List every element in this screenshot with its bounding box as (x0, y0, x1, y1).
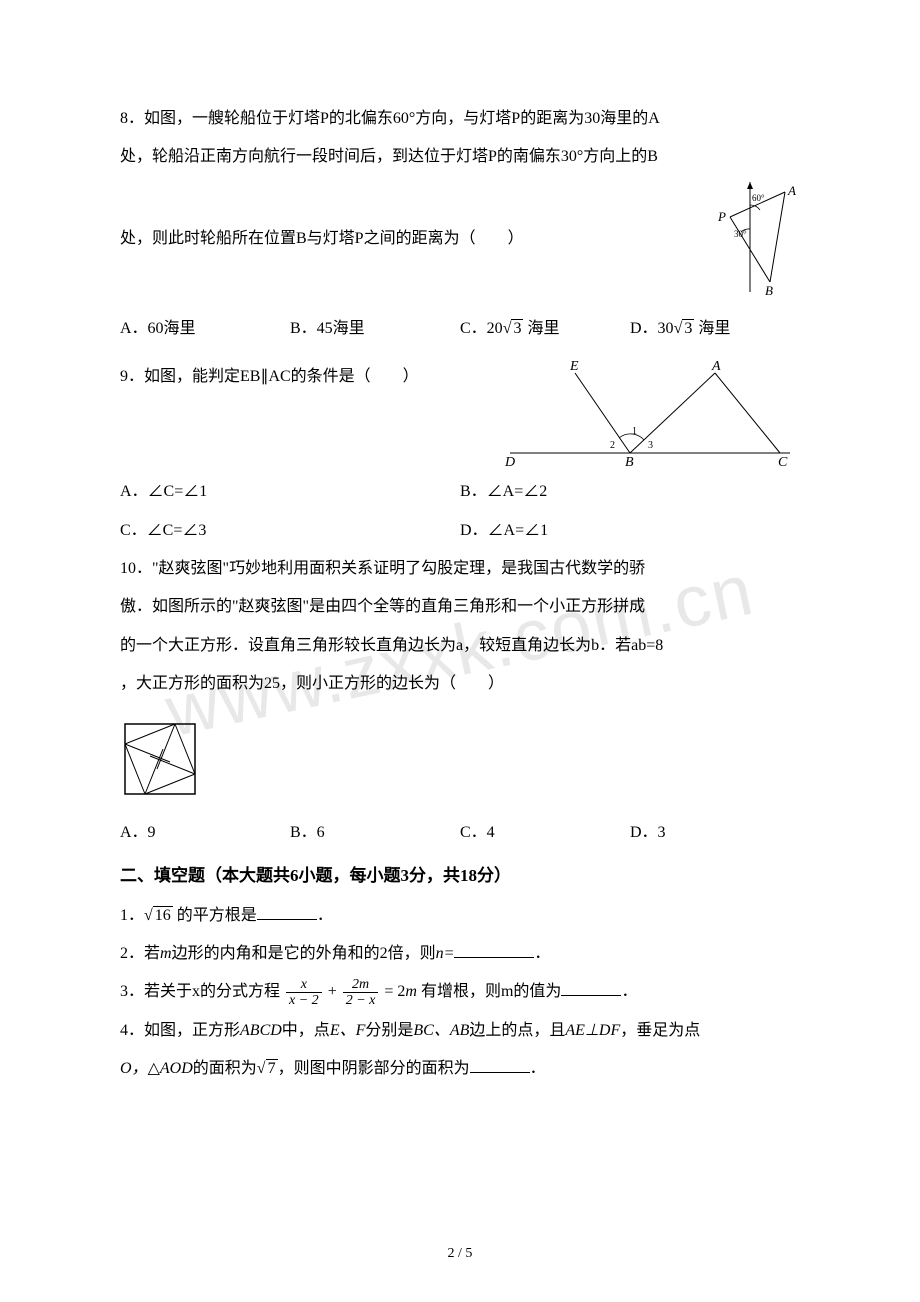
q9-E: E (569, 359, 579, 374)
fill-4-l1: 4．如图，正方形ABCD中，点E、F分别是BC、AB边上的点，且AE⊥DF，垂足… (120, 1012, 800, 1050)
q9-stem: 9．如图，能判定EB∥AC的条件是（ ） (120, 358, 490, 396)
q9-A: A (711, 359, 721, 374)
q8-label-A: A (787, 183, 796, 198)
q8-angle-30: 30° (734, 229, 747, 239)
fill-3: 3．若关于x的分式方程 xx − 2 + 2m2 − x = 2m 有增根，则m… (120, 973, 800, 1011)
q8-optA: A．60海里 (120, 310, 290, 348)
q10-stem-l2: 傲．如图所示的"赵爽弦图"是由四个全等的直角三角形和一个小正方形拼成 (120, 588, 800, 626)
q8-figure: P A B 60° 30° (710, 177, 800, 302)
q10-figure (120, 719, 800, 804)
fill-2: 2．若m边形的内角和是它的外角和的2倍，则n=． (120, 935, 800, 973)
q9-n2: 2 (610, 440, 615, 451)
q10-optB: B．6 (290, 814, 460, 852)
q9-figure: E A D B C 1 2 3 (500, 358, 800, 473)
q9-C: C (778, 455, 788, 468)
q10-optD: D．3 (630, 814, 800, 852)
q9-options-row2: C．∠C=∠3 D．∠A=∠1 (120, 512, 800, 550)
q9-D: D (504, 455, 515, 468)
q8-angle-60: 60° (752, 193, 765, 203)
q8-label-P: P (717, 209, 726, 224)
q8-optD: D．303 海里 (630, 310, 800, 348)
q10-options: A．9 B．6 C．4 D．3 (120, 814, 800, 852)
q8-stem-l2: 处，轮船沿正南方向航行一段时间后，到达位于灯塔P的南偏东30°方向上的B (120, 138, 800, 176)
q8-options: A．60海里 B．45海里 C．203 海里 D．303 海里 (120, 310, 800, 348)
q9-options-row1: A．∠C=∠1 B．∠A=∠2 (120, 473, 800, 511)
page-content: 8．如图，一艘轮船位于灯塔P的北偏东60°方向，与灯塔P的距离为30海里的A 处… (120, 100, 800, 1089)
q8-label-B: B (765, 283, 773, 297)
fill-4-l2: O，△AOD的面积为7，则图中阴影部分的面积为． (120, 1050, 800, 1088)
q10-stem-l1: 10．"赵爽弦图"巧妙地利用面积关系证明了勾股定理，是我国古代数学的骄 (120, 550, 800, 588)
q9-optC: C．∠C=∠3 (120, 512, 460, 550)
section2-title: 二、填空题（本大题共6小题，每小题3分，共18分） (120, 856, 800, 897)
fill-1: 1．16 的平方根是． (120, 897, 800, 935)
q9-optB: B．∠A=∠2 (460, 473, 800, 511)
q10-stem-l4: ，大正方形的面积为25，则小正方形的边长为（ ） (120, 665, 800, 703)
q9-n1: 1 (632, 426, 637, 437)
q8-optC: C．203 海里 (460, 310, 630, 348)
q10-optA: A．9 (120, 814, 290, 852)
page-number: 2 / 5 (0, 1246, 920, 1262)
q9-B: B (625, 455, 634, 468)
q8-stem-l1: 8．如图，一艘轮船位于灯塔P的北偏东60°方向，与灯塔P的距离为30海里的A (120, 100, 800, 138)
q9-optA: A．∠C=∠1 (120, 473, 460, 511)
q10-optC: C．4 (460, 814, 630, 852)
q8-stem-l3: 处，则此时轮船所在位置B与灯塔P之间的距离为（ ） (120, 220, 690, 258)
q8-optB: B．45海里 (290, 310, 460, 348)
q9-optD: D．∠A=∠1 (460, 512, 800, 550)
q10-stem-l3: 的一个大正方形．设直角三角形较长直角边长为a，较短直角边长为b．若ab=8 (120, 627, 800, 665)
q9-n3: 3 (648, 440, 653, 451)
